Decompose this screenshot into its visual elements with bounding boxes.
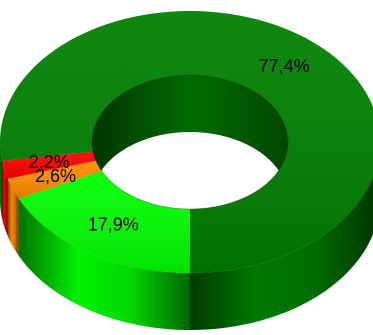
slice-0-outer-wall-shade — [0, 142, 3, 219]
donut-inner-walls — [92, 75, 288, 199]
slice-0-label: 77,4% — [259, 56, 310, 76]
slice-3-outer-wall-shade — [2, 161, 8, 236]
slice-3-top-shade — [2, 151, 96, 179]
donut-top-faces — [0, 11, 373, 273]
slice-2-top-shade — [7, 160, 102, 199]
donut-hole-rim — [91, 74, 289, 210]
slice-3-label: 2,2% — [29, 152, 70, 172]
slice-1-top-shade — [18, 170, 190, 273]
slice-0-inner-wall-shade — [92, 75, 288, 199]
donut-outer-walls — [0, 142, 373, 330]
slice-1-outer-wall-shade — [18, 198, 190, 330]
slice-2-label: 2,6% — [35, 166, 76, 186]
donut-labels: 77,4% 17,9% 2,6%2,2% — [29, 56, 310, 235]
slice-0-top-shade — [0, 11, 373, 273]
slice-1-label: 17,9% — [88, 215, 139, 235]
slice-2-outer-wall-shade — [7, 178, 19, 256]
slice-0-outer-wall-shade — [190, 177, 373, 330]
